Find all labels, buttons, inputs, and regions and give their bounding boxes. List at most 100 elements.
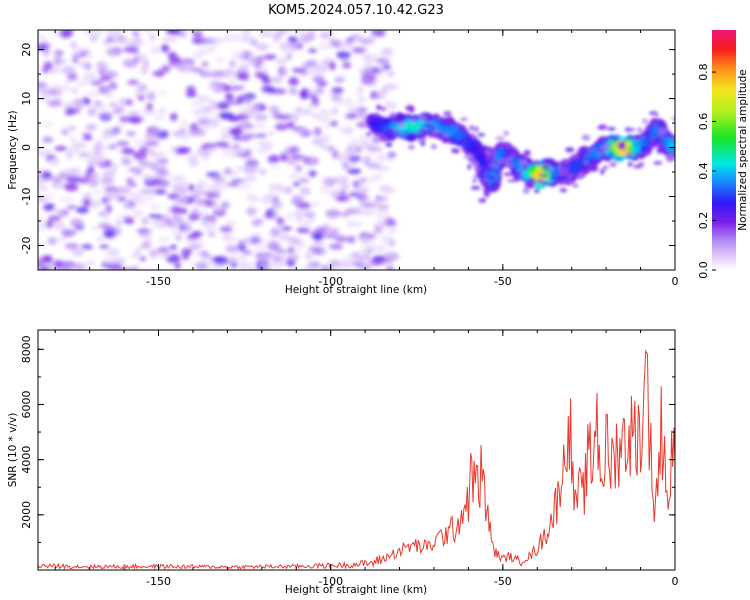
- noise-blob: [259, 65, 269, 74]
- noise-blob: [317, 42, 332, 51]
- noise-blob: [59, 196, 74, 202]
- noise-blob: [320, 113, 332, 121]
- noise-blob: [382, 83, 399, 91]
- noise-blob: [112, 108, 125, 115]
- noise-blob: [315, 87, 325, 95]
- noise-blob: [41, 94, 49, 102]
- noise-blob: [237, 148, 247, 155]
- noise-blob: [52, 221, 65, 230]
- signal-halo: [503, 172, 512, 177]
- noise-blob: [268, 130, 274, 137]
- signal-halo: [493, 169, 498, 175]
- noise-blob: [269, 164, 280, 170]
- signal-halo: [656, 123, 666, 127]
- noise-blob: [64, 108, 75, 116]
- noise-blob: [213, 256, 229, 265]
- noise-blob: [228, 60, 237, 68]
- noise-blob: [248, 195, 260, 203]
- noise-blob: [318, 134, 332, 143]
- noise-blob: [168, 56, 182, 64]
- noise-blob: [77, 177, 91, 184]
- noise-blob: [354, 185, 369, 195]
- noise-blob: [296, 208, 308, 214]
- noise-blob: [332, 175, 349, 180]
- noise-blob: [251, 219, 261, 226]
- noise-blob: [367, 146, 383, 153]
- noise-blob: [209, 100, 218, 107]
- noise-blob: [225, 71, 239, 77]
- noise-blob: [70, 218, 84, 227]
- signal-halo: [657, 128, 668, 135]
- noise-blob: [325, 209, 341, 219]
- noise-blob: [243, 174, 258, 182]
- noise-blob: [279, 153, 289, 162]
- signal-halo: [483, 178, 488, 182]
- noise-blob: [126, 177, 135, 182]
- noise-blob: [374, 155, 389, 160]
- noise-blob: [244, 159, 259, 167]
- noise-blob: [59, 169, 69, 174]
- noise-blob: [105, 204, 113, 214]
- signal-halo: [478, 198, 487, 203]
- noise-blob: [292, 181, 301, 187]
- noise-blob: [373, 223, 389, 228]
- noise-blob: [152, 189, 167, 195]
- signal-halo: [507, 179, 517, 183]
- noise-blob: [122, 58, 138, 68]
- noise-blob: [99, 244, 110, 249]
- noise-blob: [360, 141, 371, 149]
- noise-blob: [259, 168, 266, 176]
- noise-blob: [213, 189, 220, 197]
- noise-blob: [384, 68, 394, 74]
- signal-halo: [584, 161, 589, 165]
- noise-blob: [292, 238, 301, 246]
- signal-halo: [522, 166, 529, 171]
- noise-blob: [200, 155, 212, 162]
- signal-halo: [526, 177, 536, 183]
- noise-blob: [374, 199, 381, 208]
- noise-blob: [133, 35, 141, 42]
- noise-blob: [91, 103, 107, 112]
- signal-halo: [407, 144, 415, 150]
- noise-blob: [330, 190, 338, 199]
- noise-blob: [152, 70, 165, 77]
- noise-blob: [173, 196, 189, 205]
- noise-blob: [167, 52, 177, 58]
- noise-blob: [73, 98, 85, 107]
- noise-blob: [69, 134, 76, 144]
- noise-blob: [144, 132, 159, 140]
- signal-halo: [420, 140, 425, 147]
- colorbar-label: Normalized spectral amplitude: [737, 69, 749, 230]
- noise-blob: [356, 107, 368, 113]
- noise-blob: [202, 222, 218, 232]
- noise-blob: [182, 247, 193, 256]
- snr-x-tick-label: -100: [318, 575, 343, 588]
- snr-y-axis-label: SNR (10 * v/v): [7, 413, 19, 488]
- noise-blob: [348, 155, 362, 162]
- noise-blob: [296, 201, 311, 210]
- noise-blob: [220, 133, 231, 139]
- noise-blob: [225, 92, 234, 102]
- noise-blob: [361, 68, 377, 75]
- spectrogram-y-tick-label: -20: [20, 237, 33, 255]
- noise-blob: [38, 44, 49, 51]
- noise-blob: [241, 250, 253, 255]
- noise-blob: [288, 146, 300, 154]
- signal-halo: [503, 131, 510, 136]
- noise-blob: [72, 141, 88, 148]
- noise-blob: [182, 225, 193, 232]
- signal-halo: [548, 169, 553, 173]
- snr-y-tick-label: 8000: [20, 335, 33, 363]
- noise-blob: [98, 85, 110, 95]
- noise-blob: [287, 172, 302, 180]
- noise-blob: [106, 71, 119, 79]
- noise-blob: [121, 157, 132, 166]
- noise-blob: [76, 206, 89, 214]
- noise-blob: [358, 177, 367, 184]
- noise-blob: [38, 215, 45, 224]
- noise-blob: [42, 136, 54, 143]
- noise-blob: [84, 192, 92, 201]
- noise-blob: [207, 231, 216, 237]
- noise-blob: [263, 193, 273, 201]
- noise-blob: [229, 171, 239, 177]
